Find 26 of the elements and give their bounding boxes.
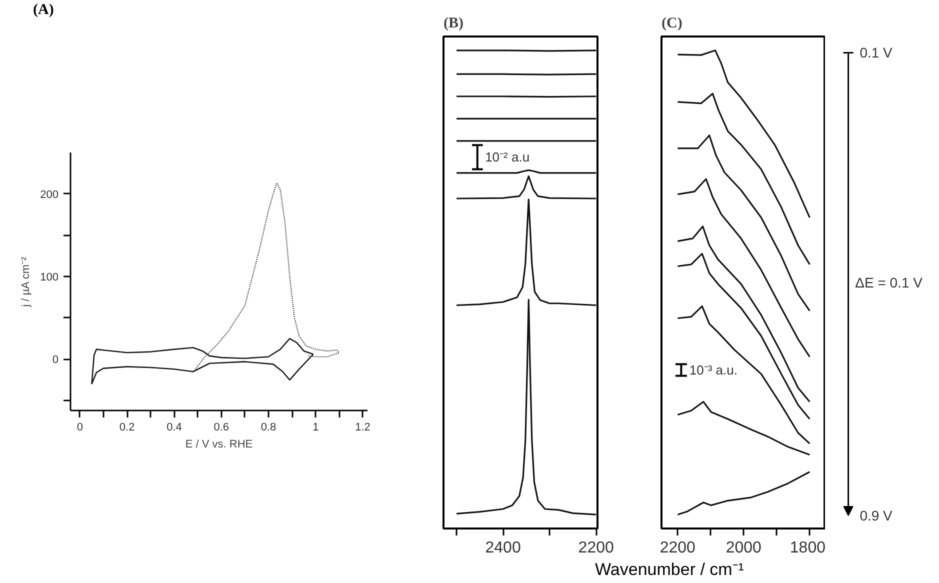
y-axis-title: j / µA cm⁻²: [20, 256, 32, 308]
y-tick-label: 200: [40, 188, 59, 201]
x-tick-label: 2200: [578, 540, 614, 556]
annotation: 10⁻² a.u: [485, 150, 530, 165]
x-tick-label: 0.4: [166, 422, 182, 434]
x-tick-label: 1: [312, 422, 319, 434]
x-axis-title: E / V vs. RHE: [185, 438, 253, 450]
chart-title: (B): [444, 16, 464, 32]
text: 0.1 V: [860, 44, 894, 61]
text: ΔE = 0.1 V: [855, 274, 924, 290]
x-tick-label: 1.2: [355, 422, 370, 434]
y-tick-label: 100: [40, 272, 59, 284]
chart-title: (C): [662, 16, 682, 32]
x-tick-label: 0.6: [214, 422, 230, 434]
chart-title: (A): [33, 1, 54, 20]
x-tick-label: 2400: [485, 540, 521, 556]
x-tick-label: 0: [76, 422, 83, 434]
x-tick-label: 0.8: [260, 422, 276, 434]
x-tick-label: 1800: [790, 540, 826, 556]
x-tick-label: 0.2: [119, 422, 135, 434]
x-axis-title: Wavenumber / cm⁻¹: [595, 559, 744, 581]
text: 0.9 V: [860, 508, 894, 524]
x-tick-label: 2200: [660, 540, 696, 556]
x-tick-label: 2000: [726, 540, 762, 556]
y-tick-label: 0: [52, 354, 59, 366]
annotation: 10⁻³ a.u.: [689, 362, 738, 378]
